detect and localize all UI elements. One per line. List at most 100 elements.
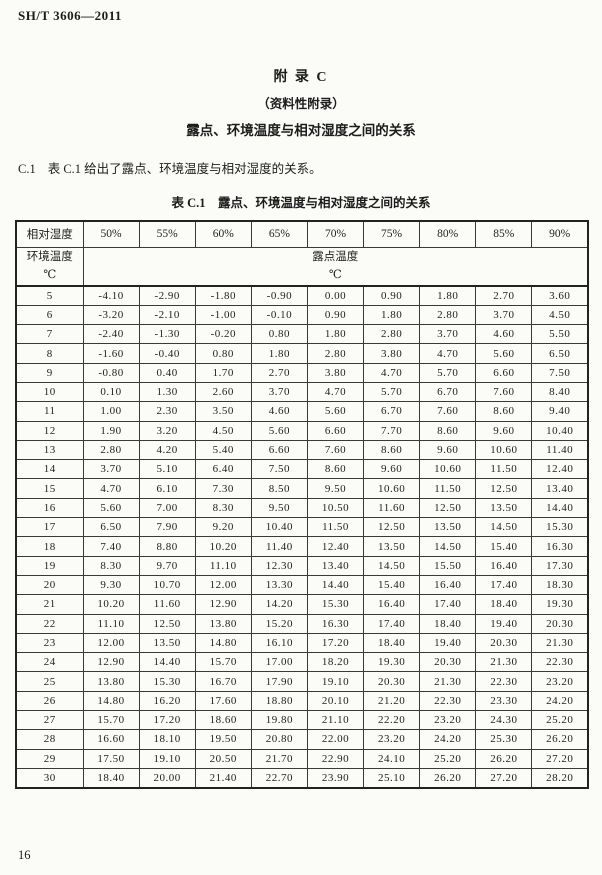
dew-point-cell: 5.60 (475, 343, 533, 364)
dew-point-cell: 16.30 (531, 536, 589, 557)
dew-point-cell: 5.60 (306, 401, 365, 422)
dew-point-cell: 2.70 (250, 362, 308, 383)
ambient-temp-cell: 14 (15, 459, 84, 480)
dew-point-cell: 22.30 (419, 690, 477, 712)
dew-point-cell: 12.50 (363, 517, 421, 538)
dew-point-cell: 6.10 (138, 478, 196, 499)
dew-point-cell: 22.70 (250, 767, 308, 789)
dew-point-cell: 15.50 (419, 555, 477, 576)
dew-point-cell: 8.80 (138, 536, 196, 557)
dew-point-cell: 23.20 (531, 671, 589, 692)
dew-point-cell: 7.40 (82, 536, 140, 557)
table-caption: 表 C.1 露点、环境温度与相对湿度之间的关系 (171, 196, 431, 210)
dew-point-cell: 4.20 (138, 439, 196, 461)
dew-point-cell: 24.10 (363, 748, 421, 769)
dew-point-cell: 18.20 (306, 652, 365, 673)
dew-point-cell: 11.50 (419, 478, 477, 499)
dew-point-cell: 14.50 (363, 555, 421, 576)
ambient-temp-cell: 29 (15, 748, 84, 769)
appendix-title: 附 录 C (273, 70, 329, 85)
table-row: 12 1.90 3.20 4.50 5.60 6.60 7.70 8.60 9.60 10.40 (15, 420, 589, 441)
dew-point-cell: 12.30 (250, 555, 308, 576)
ambient-temp-cell: 16 (15, 497, 84, 519)
dew-point-cell: 9.20 (194, 517, 252, 538)
dew-point-cell: 3.70 (250, 381, 308, 403)
ambient-temp-cell: 7 (15, 324, 84, 345)
dew-point-header-unit: ℃ (328, 269, 342, 282)
dew-point-cell: 15.30 (306, 594, 365, 615)
dew-point-cell: 3.80 (306, 362, 365, 383)
dew-point-cell: 11.10 (82, 613, 140, 634)
table-row: 17 6.50 7.90 9.20 10.40 11.50 12.50 13.50 14.50 1… (15, 517, 589, 538)
dew-point-cell: 9.60 (419, 439, 477, 461)
ambient-temp-header: 环境温度 ℃ (15, 246, 84, 287)
ambient-temp-header-unit: ℃ (43, 269, 57, 282)
dew-point-cell: 5.40 (194, 439, 252, 461)
dew-point-cell: 6.60 (306, 420, 365, 441)
dew-point-cell: 4.70 (363, 362, 421, 383)
dew-point-cell: 9.40 (531, 401, 589, 422)
dew-point-cell: 2.80 (82, 439, 140, 461)
dew-point-cell: -1.60 (82, 343, 140, 364)
dew-point-cell: 4.70 (82, 478, 140, 499)
ambient-temp-cell: 22 (15, 613, 84, 634)
dew-point-cell: 2.70 (475, 285, 533, 306)
dew-point-cell: 9.70 (138, 555, 196, 576)
humidity-header-cell: 85% (475, 220, 533, 248)
dew-point-cell: 17.50 (82, 748, 140, 769)
table-row: 21 10.20 11.60 12.90 14.20 15.30 16.40 17.40 18.… (15, 594, 589, 615)
dew-point-cell: 10.20 (82, 594, 140, 615)
ambient-temp-cell: 9 (15, 362, 84, 383)
dew-point-cell: 2.80 (363, 324, 421, 345)
dew-point-cell: 26.20 (531, 729, 589, 750)
dew-point-cell: 15.20 (250, 613, 308, 634)
dew-point-cell: 17.20 (138, 710, 196, 731)
dew-point-cell: 21.30 (419, 671, 477, 692)
dew-point-cell: 14.80 (194, 632, 252, 654)
dew-point-cell: -0.20 (194, 324, 252, 345)
dew-point-cell: 21.20 (363, 690, 421, 712)
dew-point-cell: 0.90 (306, 304, 365, 326)
dew-point-cell: -1.30 (138, 324, 196, 345)
dew-point-cell: 12.00 (82, 632, 140, 654)
dew-point-cell: 10.60 (475, 439, 533, 461)
ambient-temp-cell: 11 (15, 401, 84, 422)
dew-point-cell: 8.60 (475, 401, 533, 422)
ambient-temp-cell: 18 (15, 536, 84, 557)
dew-point-cell: 0.40 (138, 362, 196, 383)
dew-point-cell: -0.90 (250, 285, 308, 306)
dew-point-cell: 7.90 (138, 517, 196, 538)
dew-point-cell: 6.60 (250, 439, 308, 461)
dew-point-cell: 6.50 (531, 343, 589, 364)
table-row: 26 14.80 16.20 17.60 18.80 20.10 21.20 22.30 23.… (15, 690, 589, 712)
ambient-temp-cell: 20 (15, 574, 84, 596)
dew-point-cell: 3.80 (363, 343, 421, 364)
dew-point-cell: 9.50 (250, 497, 308, 519)
dew-point-cell: 17.20 (306, 632, 365, 654)
dew-point-table: 相对湿度 50% 55% 60% 65% 70% 75% 80% 85% 90% 环境温度 ℃ … (15, 220, 589, 789)
dew-point-cell: 12.00 (194, 574, 252, 596)
dew-point-cell: 18.40 (82, 767, 140, 789)
dew-point-header: 露点温度 ℃ (82, 246, 589, 287)
dew-point-cell: 5.70 (419, 362, 477, 383)
table-row: 29 17.50 19.10 20.50 21.70 22.90 24.10 25.20 26.… (15, 748, 589, 769)
ambient-temp-cell: 28 (15, 729, 84, 750)
dew-point-cell: 16.10 (250, 632, 308, 654)
table-row: 11 1.00 2.30 3.50 4.60 5.60 6.70 7.60 8.60 9.40 (15, 401, 589, 422)
dew-point-cell: 27.20 (475, 767, 533, 789)
dew-point-cell: 14.20 (250, 594, 308, 615)
dew-point-cell: 6.60 (475, 362, 533, 383)
dew-point-cell: -1.80 (194, 285, 252, 306)
dew-point-cell: 1.00 (82, 401, 140, 422)
dew-point-cell: 17.00 (250, 652, 308, 673)
dew-point-cell: 18.40 (475, 594, 533, 615)
table-row: 23 12.00 13.50 14.80 16.10 17.20 18.40 19.40 20.… (15, 632, 589, 654)
dew-point-cell: 1.80 (306, 324, 365, 345)
dew-point-cell: 7.50 (250, 459, 308, 480)
dew-point-cell: 20.30 (531, 613, 589, 634)
dew-point-cell: 20.30 (363, 671, 421, 692)
appendix-title-block: 附 录 C （资料性附录） 露点、环境温度与相对湿度之间的关系 (0, 0, 602, 139)
dew-point-cell: 24.20 (531, 690, 589, 712)
ambient-temp-cell: 15 (15, 478, 84, 499)
